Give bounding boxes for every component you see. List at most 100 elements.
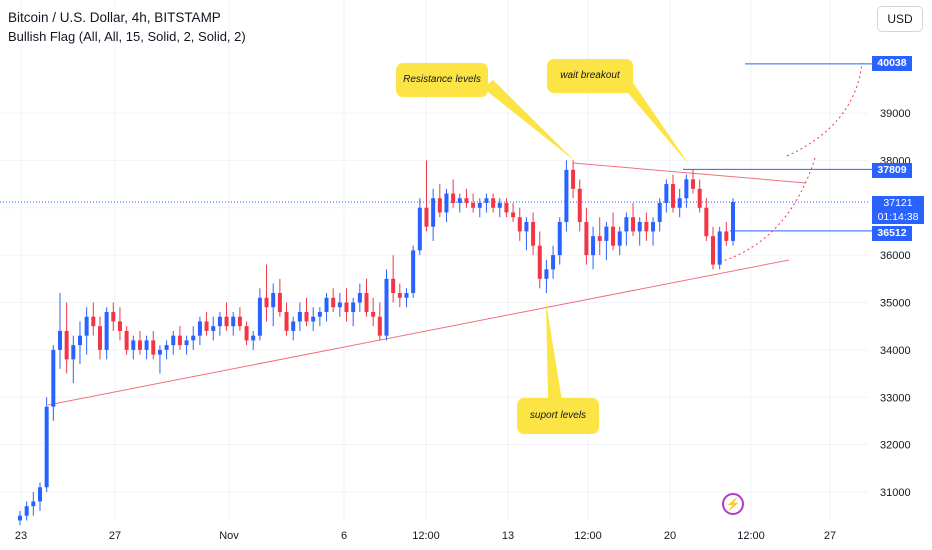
candle-body <box>377 316 382 336</box>
candle <box>597 217 602 256</box>
candle-body <box>671 184 676 208</box>
candle <box>324 293 329 322</box>
candle <box>18 510 22 526</box>
candle-body <box>157 349 162 355</box>
candle-body <box>464 198 469 204</box>
candle-body <box>117 321 122 331</box>
currency-button[interactable]: USD <box>877 6 923 32</box>
candle-body <box>571 169 576 189</box>
candle <box>624 212 629 246</box>
candle <box>24 501 29 521</box>
candle <box>97 316 102 360</box>
breakout-note-pointer <box>622 84 690 166</box>
candle <box>124 326 129 355</box>
candle <box>664 179 669 213</box>
candle-body <box>71 345 76 360</box>
candle <box>171 330 176 355</box>
candle <box>564 160 569 232</box>
candle <box>151 330 156 360</box>
candle <box>571 160 576 199</box>
resistance-note[interactable]: Resistance levels <box>396 63 488 97</box>
candle-body <box>324 297 329 312</box>
candle-body <box>397 293 402 298</box>
candle <box>204 311 209 336</box>
candle <box>424 160 429 232</box>
candle-body <box>57 330 62 350</box>
candle-body <box>437 198 442 213</box>
candle-body <box>544 269 549 279</box>
candle <box>464 188 469 208</box>
candle <box>231 311 236 336</box>
x-tick-label: 12:00 <box>737 530 765 542</box>
candle-body <box>477 203 482 208</box>
candle-body <box>284 311 289 331</box>
candle-body <box>611 226 616 246</box>
candle <box>144 335 149 360</box>
candle-body <box>244 326 249 341</box>
candle-body <box>604 226 609 241</box>
candle-body <box>97 326 102 350</box>
candle-body <box>144 340 149 350</box>
x-tick-label: 27 <box>109 530 121 542</box>
candle-body <box>44 406 49 488</box>
candle <box>257 288 262 341</box>
candle-body <box>191 335 196 341</box>
candle-body <box>277 293 282 312</box>
candle-body <box>104 311 109 350</box>
candle <box>177 326 182 350</box>
x-tick-label: 6 <box>341 530 347 542</box>
candle-body <box>24 506 29 516</box>
candle-body <box>357 293 362 303</box>
candle <box>671 174 676 213</box>
candle <box>191 326 196 350</box>
candle-body <box>404 293 409 298</box>
candle-body <box>504 203 509 213</box>
price-label-36512: 36512 <box>872 226 912 241</box>
candle-body <box>624 217 629 232</box>
bolt-icon[interactable]: ⚡ <box>722 493 744 515</box>
candle-body <box>724 231 729 241</box>
candle-body <box>717 231 722 265</box>
x-tick-label: 12:00 <box>412 530 440 542</box>
x-tick-label: 23 <box>15 530 27 542</box>
candle <box>291 316 296 341</box>
candle-body <box>291 321 296 331</box>
candle-body <box>597 236 602 241</box>
indicator-legend[interactable]: Bullish Flag (All, All, 15, Solid, 2, So… <box>8 29 246 44</box>
candle <box>197 316 202 346</box>
candle <box>551 245 556 279</box>
breakout-note[interactable]: wait breakout <box>547 59 633 93</box>
candle-body <box>211 326 216 331</box>
candle-body <box>471 203 476 208</box>
candle <box>471 193 476 213</box>
current-price-label: 37121 01:14:38 <box>872 196 924 224</box>
candle <box>704 198 709 241</box>
support-note[interactable]: suport levels <box>517 398 599 434</box>
candle <box>717 226 722 270</box>
candle <box>224 302 229 331</box>
candle-body <box>237 316 242 327</box>
candle-body <box>111 311 116 322</box>
candle <box>244 321 249 346</box>
candle-body <box>51 349 56 407</box>
candle-body <box>704 207 709 237</box>
candle <box>337 293 342 317</box>
x-tick-label: Nov <box>219 530 239 542</box>
candle <box>91 302 96 336</box>
candle <box>44 397 49 492</box>
candle-body <box>271 293 276 308</box>
chart-grid <box>0 0 868 520</box>
candle <box>117 307 122 341</box>
candle <box>317 307 322 327</box>
candle-body <box>657 203 662 222</box>
candle <box>417 198 422 256</box>
candle-body <box>511 212 516 218</box>
candle-body <box>451 193 456 204</box>
candle-body <box>637 221 642 232</box>
candle <box>37 482 42 511</box>
candle <box>544 259 549 294</box>
candle <box>71 335 76 384</box>
resistance-trendline <box>572 162 807 184</box>
candle <box>611 212 616 251</box>
